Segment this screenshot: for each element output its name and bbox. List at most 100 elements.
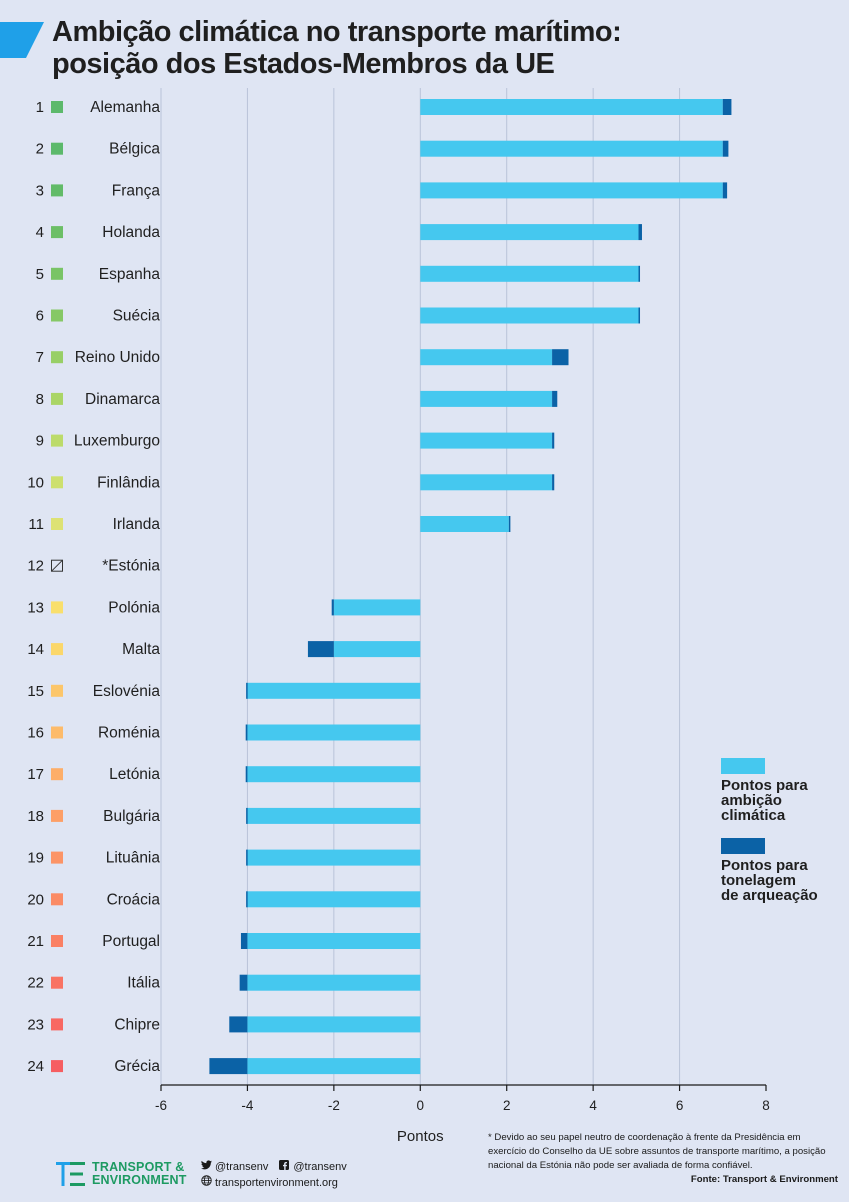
country-label: Irlanda: [113, 516, 161, 533]
rank-label: 3: [36, 182, 44, 199]
bar-ambition: [247, 1016, 421, 1033]
chart-title-line-1: Ambição climática no transporte marítimo…: [52, 16, 622, 48]
bars-layer: [209, 99, 732, 1075]
country-label: Croácia: [107, 891, 161, 908]
rank-label: 12: [27, 558, 44, 575]
brand-name-line-1: TRANSPORT &: [92, 1160, 185, 1174]
bar-ambition: [247, 682, 421, 699]
bar-ambition: [420, 224, 639, 241]
rank-swatch: [51, 935, 63, 947]
rank-swatch: [51, 809, 63, 822]
x-axis-title: Pontos: [397, 1128, 444, 1145]
bar-ambition: [420, 307, 639, 324]
rank-label: 20: [27, 891, 44, 908]
rank-label: 18: [27, 808, 44, 825]
x-tick-label: -4: [241, 1098, 253, 1113]
bar-ambition: [420, 349, 553, 366]
rank-label: 24: [27, 1058, 44, 1075]
x-tick-label: -2: [328, 1098, 340, 1113]
rank-swatch: [51, 267, 63, 280]
legend-label-ambition: Pontos para ambição climática: [721, 778, 841, 823]
bar-ambition: [420, 432, 553, 449]
rank-label: 16: [27, 725, 44, 742]
facebook-handle[interactable]: @transenv: [293, 1161, 347, 1173]
legend-swatch-tonnage: [721, 838, 765, 854]
country-label: Eslovénia: [93, 683, 161, 700]
rank-label: 21: [27, 933, 44, 950]
rank-swatch: [51, 226, 63, 239]
rank-swatch: [51, 434, 63, 447]
rank-label: 14: [27, 641, 44, 658]
bar-ambition: [247, 891, 421, 908]
country-label: *Estónia: [102, 558, 160, 575]
x-tick-label: 2: [503, 1098, 511, 1113]
rank-swatch: [51, 976, 63, 989]
rank-swatch: [51, 309, 63, 322]
bar-tonnage: [638, 265, 641, 282]
chart-title-line-2: posição dos Estados-Membros da UE: [52, 48, 555, 80]
rank-swatch-slash: [51, 559, 63, 572]
country-label: Suécia: [113, 308, 161, 325]
x-axis: -6 -4 -2 0 2 4 6 8 Pontos: [155, 1084, 770, 1145]
bar-tonnage: [240, 933, 248, 949]
legend-tonnage: Pontos para tonelagem de arqueação: [721, 838, 849, 903]
rank-swatch-unrated: [51, 559, 63, 572]
footnote-text: * Devido ao seu papel neutro de coordena…: [488, 1132, 826, 1171]
rank-label: 19: [27, 850, 44, 867]
brand-name: TRANSPORT & ENVIRONMENT: [92, 1161, 187, 1187]
rank-swatch: [51, 476, 63, 489]
rank-swatch: [51, 392, 63, 405]
rank-label: 23: [27, 1016, 44, 1033]
rank-label: 17: [27, 766, 44, 783]
country-label: Dinamarca: [85, 391, 160, 408]
country-label: França: [112, 182, 161, 199]
twitter-handle[interactable]: @transenv: [215, 1161, 269, 1173]
grid-layer: [160, 88, 681, 1085]
rank-swatch: [51, 684, 63, 697]
bar-tonnage: [245, 766, 248, 783]
bar-tonnage: [552, 432, 555, 449]
rank-swatch: [51, 518, 63, 530]
country-label: Holanda: [102, 224, 160, 241]
bar-tonnage: [638, 224, 642, 241]
legend-tonnage-line-3: de arqueação: [721, 887, 818, 904]
rank-label: 13: [27, 599, 44, 616]
bar-ambition: [420, 516, 509, 532]
country-label: Espanha: [99, 266, 161, 283]
footnote: * Devido ao seu papel neutro de coordena…: [488, 1131, 838, 1187]
bar-ambition: [420, 182, 723, 199]
country-label: Finlândia: [97, 474, 160, 491]
rank-label: 6: [36, 308, 44, 325]
website-link[interactable]: transportenvironment.org: [215, 1176, 338, 1189]
rank-swatch: [51, 184, 63, 197]
country-label: Alemanha: [90, 99, 160, 116]
bar-ambition: [333, 599, 421, 616]
rank-label: 7: [36, 349, 44, 366]
bar-tonnage: [229, 1016, 248, 1033]
brand-name-line-2: ENVIRONMENT: [92, 1173, 187, 1187]
rank-label: 1: [36, 99, 44, 116]
rank-swatch: [51, 768, 63, 781]
bar-tonnage: [307, 641, 334, 658]
rank-label: 8: [36, 391, 44, 408]
source-credit: Fonte: Transport & Environment: [690, 1174, 838, 1185]
bar-ambition: [247, 974, 421, 991]
chart-title: Ambição climática no transporte marítimo…: [52, 16, 842, 80]
legend-ambition-line-3: climática: [721, 807, 786, 824]
bar-tonnage: [722, 140, 729, 157]
bar-tonnage: [638, 307, 641, 324]
x-tick-label: 0: [417, 1098, 425, 1113]
rank-label: 11: [28, 516, 44, 533]
rank-swatch: [51, 1018, 63, 1031]
rank-label: 4: [36, 224, 44, 241]
bar-ambition: [247, 1058, 421, 1075]
x-tick-label: 6: [676, 1098, 684, 1113]
bar-tonnage: [246, 807, 248, 824]
rank-swatch: [51, 893, 63, 906]
bar-ambition: [247, 724, 421, 741]
bar-tonnage: [246, 682, 248, 699]
legend-ambition-line-2: ambição: [721, 792, 782, 809]
bar-tonnage: [508, 516, 511, 532]
bar-tonnage: [246, 849, 248, 866]
